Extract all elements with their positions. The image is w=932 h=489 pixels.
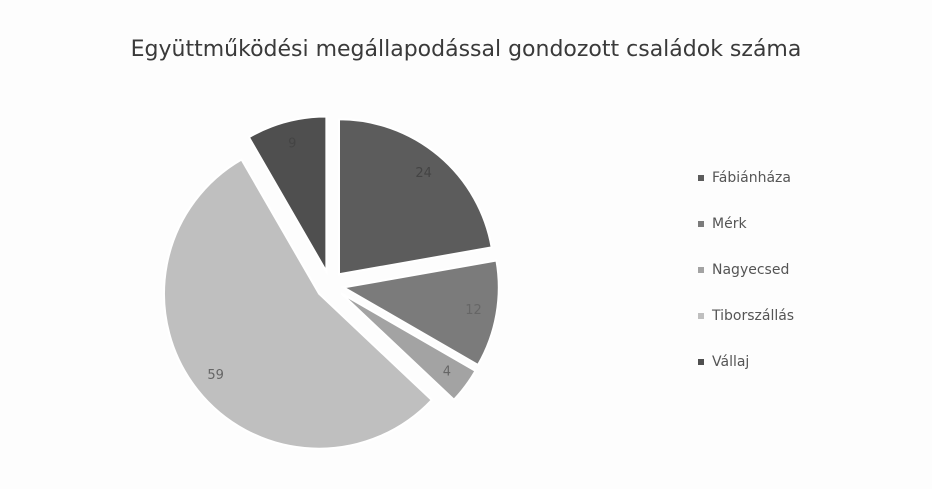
legend-label: Mérk	[712, 216, 747, 232]
legend-label: Tiborszállás	[711, 308, 794, 324]
data-label: 59	[207, 368, 224, 383]
chart-title: Együttműködési megállapodással gondozott…	[131, 37, 802, 62]
legend-swatch	[698, 359, 704, 365]
data-label: 4	[443, 365, 451, 380]
legend-label: Fábiánháza	[712, 170, 791, 186]
legend-swatch	[698, 267, 704, 273]
legend-label: Vállaj	[712, 354, 749, 370]
legend-swatch	[698, 313, 704, 319]
legend-swatch	[698, 221, 704, 227]
pie-slice	[163, 158, 434, 450]
pie-slice	[247, 115, 328, 276]
data-label: 9	[288, 137, 296, 152]
data-label: 24	[415, 166, 432, 181]
pie-slice	[340, 292, 477, 402]
pie-slice	[340, 259, 500, 367]
legend-label: Nagyecsed	[712, 262, 789, 278]
legend-swatch	[698, 175, 704, 181]
pie-slice	[337, 118, 493, 276]
data-label: 12	[465, 303, 482, 318]
